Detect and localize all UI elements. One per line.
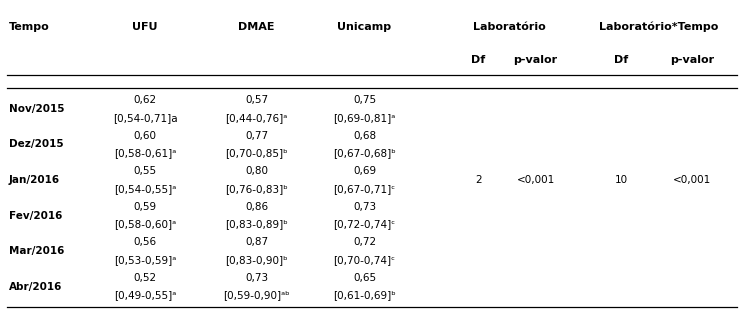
Text: Laboratório: Laboratório (472, 22, 545, 32)
Text: [0,76-0,83]ᵇ: [0,76-0,83]ᵇ (225, 184, 288, 194)
Text: 0,75: 0,75 (353, 95, 376, 105)
Text: <0,001: <0,001 (516, 175, 555, 185)
Text: Laboratório*Tempo: Laboratório*Tempo (599, 21, 718, 32)
Text: 0,57: 0,57 (245, 95, 269, 105)
Text: Jan/2016: Jan/2016 (9, 175, 60, 185)
Text: 0,52: 0,52 (133, 273, 157, 283)
Text: 2: 2 (475, 175, 481, 185)
Text: 0,65: 0,65 (353, 273, 376, 283)
Text: [0,61-0,69]ᵇ: [0,61-0,69]ᵇ (333, 290, 396, 300)
Text: Df: Df (614, 55, 629, 65)
Text: [0,70-0,74]ᶜ: [0,70-0,74]ᶜ (333, 255, 396, 265)
Text: [0,54-0,71]a: [0,54-0,71]a (113, 113, 177, 123)
Text: [0,54-0,55]ᵃ: [0,54-0,55]ᵃ (114, 184, 176, 194)
Text: 0,73: 0,73 (353, 202, 376, 212)
Text: 0,68: 0,68 (353, 131, 376, 141)
Text: 0,73: 0,73 (245, 273, 269, 283)
Text: [0,83-0,90]ᵇ: [0,83-0,90]ᵇ (225, 255, 288, 265)
Text: DMAE: DMAE (238, 22, 275, 32)
Text: [0,67-0,71]ᶜ: [0,67-0,71]ᶜ (333, 184, 396, 194)
Text: [0,83-0,89]ᵇ: [0,83-0,89]ᵇ (225, 219, 288, 230)
Text: Dez/2015: Dez/2015 (9, 139, 63, 149)
Text: [0,67-0,68]ᵇ: [0,67-0,68]ᵇ (333, 148, 396, 158)
Text: [0,69-0,81]ᵃ: [0,69-0,81]ᵃ (333, 113, 396, 123)
Text: 0,72: 0,72 (353, 237, 376, 247)
Text: [0,49-0,55]ᵃ: [0,49-0,55]ᵃ (114, 290, 176, 300)
Text: [0,72-0,74]ᶜ: [0,72-0,74]ᶜ (333, 219, 396, 230)
Text: 10: 10 (615, 175, 628, 185)
Text: 0,55: 0,55 (133, 166, 157, 176)
Text: <0,001: <0,001 (673, 175, 711, 185)
Text: 0,56: 0,56 (133, 237, 157, 247)
Text: Mar/2016: Mar/2016 (9, 246, 64, 256)
Text: [0,70-0,85]ᵇ: [0,70-0,85]ᵇ (225, 148, 288, 158)
Text: 0,87: 0,87 (245, 237, 269, 247)
Text: 0,86: 0,86 (245, 202, 269, 212)
Text: 0,59: 0,59 (133, 202, 157, 212)
Text: p-valor: p-valor (513, 55, 558, 65)
Text: Tempo: Tempo (9, 22, 50, 32)
Text: [0,44-0,76]ᵃ: [0,44-0,76]ᵃ (225, 113, 288, 123)
Text: 0,60: 0,60 (134, 131, 156, 141)
Text: Abr/2016: Abr/2016 (9, 282, 62, 292)
Text: 0,69: 0,69 (353, 166, 376, 176)
Text: [0,58-0,61]ᵃ: [0,58-0,61]ᵃ (114, 148, 176, 158)
Text: Df: Df (471, 55, 486, 65)
Text: Fev/2016: Fev/2016 (9, 211, 62, 221)
Text: p-valor: p-valor (670, 55, 714, 65)
Text: [0,58-0,60]ᵃ: [0,58-0,60]ᵃ (114, 219, 176, 230)
Text: [0,53-0,59]ᵃ: [0,53-0,59]ᵃ (114, 255, 176, 265)
Text: 0,80: 0,80 (246, 166, 268, 176)
Text: [0,59-0,90]ᵃᵇ: [0,59-0,90]ᵃᵇ (223, 290, 290, 300)
Text: UFU: UFU (132, 22, 158, 32)
Text: 0,62: 0,62 (133, 95, 157, 105)
Text: Unicamp: Unicamp (338, 22, 391, 32)
Text: 0,77: 0,77 (245, 131, 269, 141)
Text: Nov/2015: Nov/2015 (9, 104, 65, 114)
